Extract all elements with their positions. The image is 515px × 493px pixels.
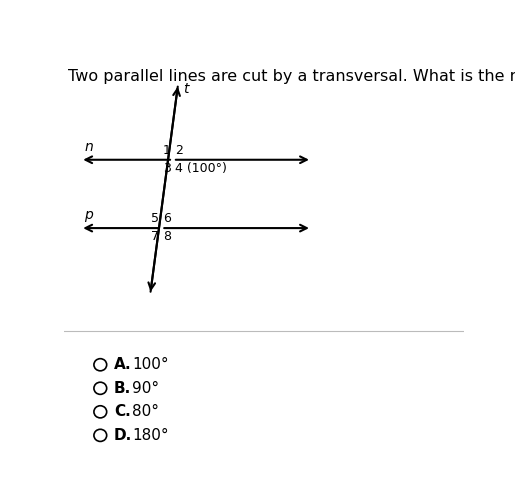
Text: 90°: 90° [132,381,159,396]
Text: B.: B. [114,381,131,396]
Text: D.: D. [114,428,132,443]
Text: n: n [84,140,93,154]
Text: Two parallel lines are cut by a transversal. What is the measure of ∠8?: Two parallel lines are cut by a transver… [68,69,515,84]
Text: 7: 7 [151,230,159,243]
Text: 1: 1 [163,144,171,157]
Text: 8: 8 [163,230,171,243]
Text: 100°: 100° [132,357,168,372]
Text: A.: A. [114,357,131,372]
Text: 4 (100°): 4 (100°) [175,162,227,175]
Text: t: t [183,82,188,96]
Text: 6: 6 [163,212,171,225]
Text: 180°: 180° [132,428,168,443]
Text: 80°: 80° [132,404,159,420]
Text: 3: 3 [163,162,171,175]
Text: 5: 5 [151,212,159,225]
Text: C.: C. [114,404,131,420]
Text: p: p [84,209,93,222]
Text: 2: 2 [175,144,183,157]
